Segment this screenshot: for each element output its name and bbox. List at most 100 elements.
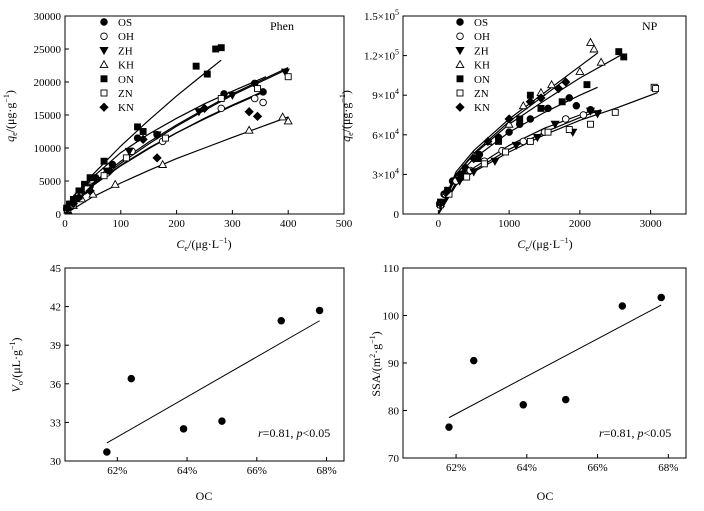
panel-ssa-annotation: r=0.81, p<0.05	[599, 426, 671, 440]
data-point-oh	[259, 98, 267, 107]
legend-marker-os	[100, 18, 108, 26]
y-tick-label: 0	[56, 209, 62, 221]
x-tick-label: 66%	[247, 465, 267, 477]
data-point	[127, 374, 136, 383]
data-point-kn	[454, 169, 465, 180]
x-label-var: C	[517, 237, 526, 251]
data-point-kn	[561, 77, 571, 87]
panel-phen-y-axis-label: qe/(μg·g−1)	[2, 90, 19, 142]
panel-ssa-fit-line	[448, 304, 662, 419]
data-point-on	[212, 45, 220, 53]
x-tick-label: 200	[168, 218, 185, 230]
x-label-sup: −1	[560, 236, 569, 245]
legend-marker-kh	[455, 59, 465, 69]
y-tick-label: 33	[50, 417, 62, 429]
data-point-kh	[585, 37, 596, 46]
legend-label-zn: ZN	[474, 88, 489, 100]
data-point-zh	[280, 68, 290, 77]
data-point-zh	[592, 110, 603, 119]
data-point-on	[516, 115, 524, 123]
panel-np-ticks: 0 1000 2000 300003×1046×1049×1041.2×1051.5×…	[364, 8, 662, 230]
legend-label-zh: ZH	[474, 45, 489, 57]
data-point-on	[583, 81, 591, 89]
data-point-zh	[585, 107, 596, 116]
y-tick-label: 70	[388, 453, 400, 465]
panel-np-frame	[402, 15, 687, 215]
data-point-kn	[504, 114, 514, 124]
fit-line-kh	[64, 116, 289, 215]
data-point-zn	[502, 148, 510, 156]
x-tick-label: 500	[336, 218, 353, 230]
annotation-r-value: =0.81,	[263, 426, 297, 440]
data-point-zh	[124, 147, 134, 157]
legend-marker-zh	[99, 46, 109, 56]
x-tick-label: 62%	[107, 465, 127, 477]
data-point-kn	[199, 103, 210, 114]
legend-label-on: ON	[474, 74, 490, 86]
data-point-kh	[575, 66, 585, 75]
data-point-zn	[100, 172, 108, 180]
data-point-kn	[536, 93, 546, 103]
data-point	[561, 395, 570, 404]
data-point-kh	[547, 79, 557, 89]
panel-ssa-ticks: 62% 64% 66% 68% 70 80 90 100 110	[383, 263, 679, 474]
regression-line	[448, 304, 662, 419]
legend-label-kn: KN	[474, 102, 490, 114]
data-point-zh	[227, 91, 237, 100]
legend-label-on: ON	[118, 74, 134, 86]
y-label-sup: −1	[2, 94, 11, 103]
y-tick-label: 15000	[34, 110, 62, 122]
data-point	[470, 356, 478, 365]
data-point-oh	[519, 137, 528, 146]
data-point-zh	[511, 141, 521, 151]
panel-ssa-y-axis-label: SSA/(m2·g−1)	[368, 331, 383, 396]
panel-vo-points	[103, 306, 324, 456]
panel-vo-ticks: 62% 64% 66% 68% 30 33 36 39 42 45	[50, 263, 337, 477]
x-tick-label: 400	[280, 218, 297, 230]
data-point	[218, 417, 226, 425]
legend-marker-on	[100, 75, 108, 83]
y-tick-label: 1.2×105	[364, 48, 399, 63]
y-label-unit: /(μg·g	[339, 103, 353, 133]
y-tick-exponent: 5	[395, 48, 399, 57]
panel-vo-annotation: r=0.81, p<0.05	[258, 426, 330, 440]
data-point-kn	[68, 198, 79, 209]
y-tick-label: 42	[50, 302, 61, 314]
data-point-zn	[122, 154, 130, 162]
y-tick-mantissa: 6×10	[372, 130, 395, 142]
y-tick-label: 36	[50, 379, 62, 391]
data-point-os	[572, 102, 581, 110]
y-label-close: )	[369, 331, 383, 335]
panel-np: NP 0 1000 2000 300003×1046×1049×1041.2×1051…	[338, 8, 687, 253]
annotation-p: p	[636, 426, 643, 440]
data-point-zn	[463, 173, 471, 181]
x-tick-label: 100	[113, 218, 130, 230]
y-tick-mantissa: 0	[394, 209, 400, 221]
panel-ssa-points	[445, 293, 665, 431]
y-tick-exponent: 4	[395, 87, 399, 96]
legend-label-oh: OH	[474, 31, 490, 43]
y-label-sup: 2	[368, 354, 377, 358]
data-point-zn	[611, 108, 619, 116]
y-label-var: V	[9, 383, 23, 392]
panel-phen: Phen 0 100 200 300 400 5000500010000150002000…	[2, 11, 353, 253]
data-point-zn	[254, 85, 261, 93]
x-tick-label: 300	[224, 218, 241, 230]
panel-phen-title: Phen	[270, 19, 294, 33]
legend-marker-kn	[99, 102, 109, 112]
data-point-kh	[518, 101, 528, 110]
data-point-kn	[252, 111, 263, 121]
y-label-close: )	[3, 90, 17, 94]
y-tick-label: 6×104	[372, 127, 399, 142]
y-tick-label: 110	[383, 263, 400, 275]
data-point-kh	[110, 179, 120, 188]
data-point-kh	[596, 57, 606, 66]
x-label-sub: e	[184, 244, 188, 253]
data-point-zn	[284, 73, 292, 81]
x-tick-label: 66%	[587, 462, 607, 474]
y-label-sup: −1	[338, 94, 347, 103]
data-point-oh	[217, 104, 225, 113]
x-tick-label: 0	[436, 218, 442, 230]
